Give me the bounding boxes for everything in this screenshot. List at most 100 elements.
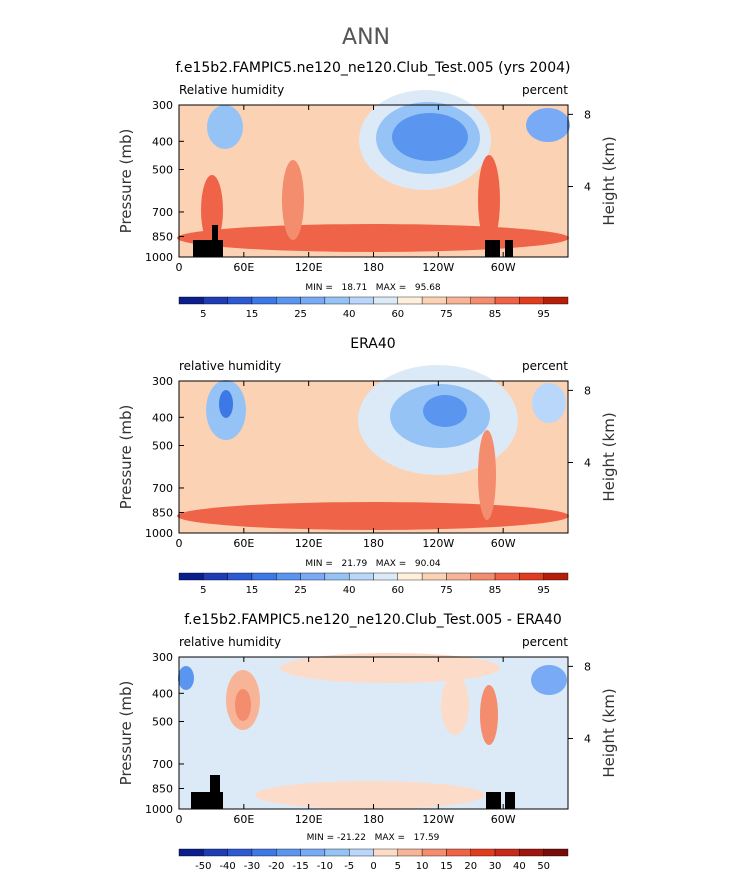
longitude-axis: 0 60E 120E 180 120W 60W xyxy=(176,657,516,826)
topography-mask xyxy=(191,792,223,809)
contour-field xyxy=(177,365,569,533)
colorbar-tick-label: 0 xyxy=(370,861,376,872)
variable-label: Relative humidity xyxy=(179,83,284,97)
colorbar-swatch xyxy=(373,296,399,305)
topography-mask xyxy=(193,240,223,257)
colorbar-swatch xyxy=(324,572,350,581)
panel-difference: f.e15b2.FAMPIC5.ne120_ne120.Club_Test.00… xyxy=(117,612,618,872)
contour-dry-atlantic xyxy=(532,383,566,423)
colorbar-swatch xyxy=(543,296,569,305)
colorbar-tick-label: -5 xyxy=(344,861,354,872)
pressure-tick-label: 300 xyxy=(152,99,173,112)
colorbar-swatch xyxy=(178,572,204,581)
colorbar-tick-label: 5 xyxy=(200,309,206,320)
colorbar-swatch xyxy=(276,848,301,857)
colorbar-swatch xyxy=(421,572,447,581)
colorbar-tick-label: 60 xyxy=(391,309,404,320)
y-right-axis-label: Height (km) xyxy=(600,412,618,501)
colorbar-swatch xyxy=(348,296,374,305)
colorbar-swatch xyxy=(251,296,277,305)
colorbar-tick-label: 95 xyxy=(537,585,550,596)
colorbar: 5 15 25 40 60 75 85 95 xyxy=(178,572,569,596)
colorbar-swatch xyxy=(251,848,277,857)
contour-field xyxy=(178,653,568,809)
colorbar-swatch xyxy=(227,848,253,857)
colorbar-swatch xyxy=(446,572,471,581)
colorbar-tick-label: 85 xyxy=(489,585,502,596)
y-axis-label: Pressure (mb) xyxy=(117,405,135,510)
colorbar-tick-label: 60 xyxy=(391,585,404,596)
contour-negative-atlantic xyxy=(531,665,567,695)
colorbar-swatch xyxy=(519,848,544,857)
colorbar-swatch xyxy=(178,848,204,857)
longitude-tick-label: 180 xyxy=(363,813,384,826)
colorbar-swatch xyxy=(519,572,544,581)
longitude-tick-label: 60E xyxy=(233,537,254,550)
longitude-tick-label: 120W xyxy=(422,537,454,550)
panel-era40: ERA40 relative humidity percent 30040050… xyxy=(117,336,618,596)
colorbar-swatch xyxy=(421,296,447,305)
longitude-tick-label: 60W xyxy=(491,261,516,274)
colorbar-tick-label: -10 xyxy=(317,861,333,872)
min-max-label: MIN = 21.79 MAX = 90.04 xyxy=(305,559,441,569)
height-tick-label: 4 xyxy=(584,457,591,470)
longitude-tick-label: 0 xyxy=(176,261,183,274)
colorbar-swatch xyxy=(324,296,350,305)
colorbar-swatch xyxy=(494,296,520,305)
pressure-tick-label: 700 xyxy=(152,206,173,219)
colorbar-tick-label: 5 xyxy=(395,861,401,872)
colorbar-swatch xyxy=(300,296,326,305)
pressure-tick-label: 400 xyxy=(152,687,173,700)
units-label: percent xyxy=(522,359,568,373)
pressure-axis: 300 400 500 700 850 1000 xyxy=(145,651,184,816)
colorbar-tick-label: 75 xyxy=(440,585,453,596)
height-tick-label: 4 xyxy=(584,181,591,194)
colorbar-swatch xyxy=(324,848,350,857)
colorbar-swatch xyxy=(300,848,326,857)
pressure-tick-label: 500 xyxy=(152,439,173,452)
longitude-tick-label: 0 xyxy=(176,813,183,826)
colorbar-swatch xyxy=(276,296,301,305)
longitude-axis: 0 60E 120E 180 120W 60W xyxy=(176,381,516,550)
contour-moist-column-america xyxy=(478,430,496,520)
colorbar-swatch xyxy=(203,572,228,581)
units-label: percent xyxy=(522,635,568,649)
colorbar-tick-label: 15 xyxy=(246,309,259,320)
colorbar-swatch xyxy=(348,572,374,581)
colorbar-swatch xyxy=(470,572,496,581)
colorbar-swatch xyxy=(178,296,204,305)
longitude-axis: 0 60E 120E 180 120W 60W xyxy=(176,105,516,274)
colorbar-swatch xyxy=(543,848,569,857)
height-tick-label: 4 xyxy=(584,733,591,746)
pressure-tick-label: 1000 xyxy=(145,251,173,264)
y-axis-label: Pressure (mb) xyxy=(117,129,135,234)
colorbar-tick-label: 30 xyxy=(489,861,502,872)
pressure-tick-label: 700 xyxy=(152,758,173,771)
colorbar-swatch xyxy=(276,572,301,581)
contour-moist-lower-troposphere xyxy=(177,224,569,252)
colorbar-tick-label: 50 xyxy=(537,861,550,872)
contour-negative-africa xyxy=(178,666,194,690)
variable-label: relative humidity xyxy=(179,635,281,649)
topography-mask xyxy=(486,792,501,809)
contour-moist-column-maritime xyxy=(282,160,304,240)
contour-positive-america xyxy=(480,685,498,745)
colorbar-tick-label: -40 xyxy=(219,861,235,872)
colorbar-tick-label: 5 xyxy=(200,585,206,596)
contour-field xyxy=(177,90,570,257)
colorbar-swatch xyxy=(373,572,399,581)
height-tick-label: 8 xyxy=(584,384,591,397)
colorbar-swatch xyxy=(348,848,374,857)
longitude-tick-label: 180 xyxy=(363,537,384,550)
colorbar-swatch xyxy=(494,848,520,857)
variable-label: relative humidity xyxy=(179,359,281,373)
colorbar-tick-label: 15 xyxy=(246,585,259,596)
colorbar-swatch xyxy=(470,848,496,857)
y-right-axis-label: Height (km) xyxy=(600,136,618,225)
colorbar-swatch xyxy=(203,296,228,305)
pressure-tick-label: 500 xyxy=(152,715,173,728)
contour-dry-atlantic xyxy=(526,108,570,142)
topography-mask xyxy=(505,240,513,257)
height-axis: 84 xyxy=(568,108,591,194)
